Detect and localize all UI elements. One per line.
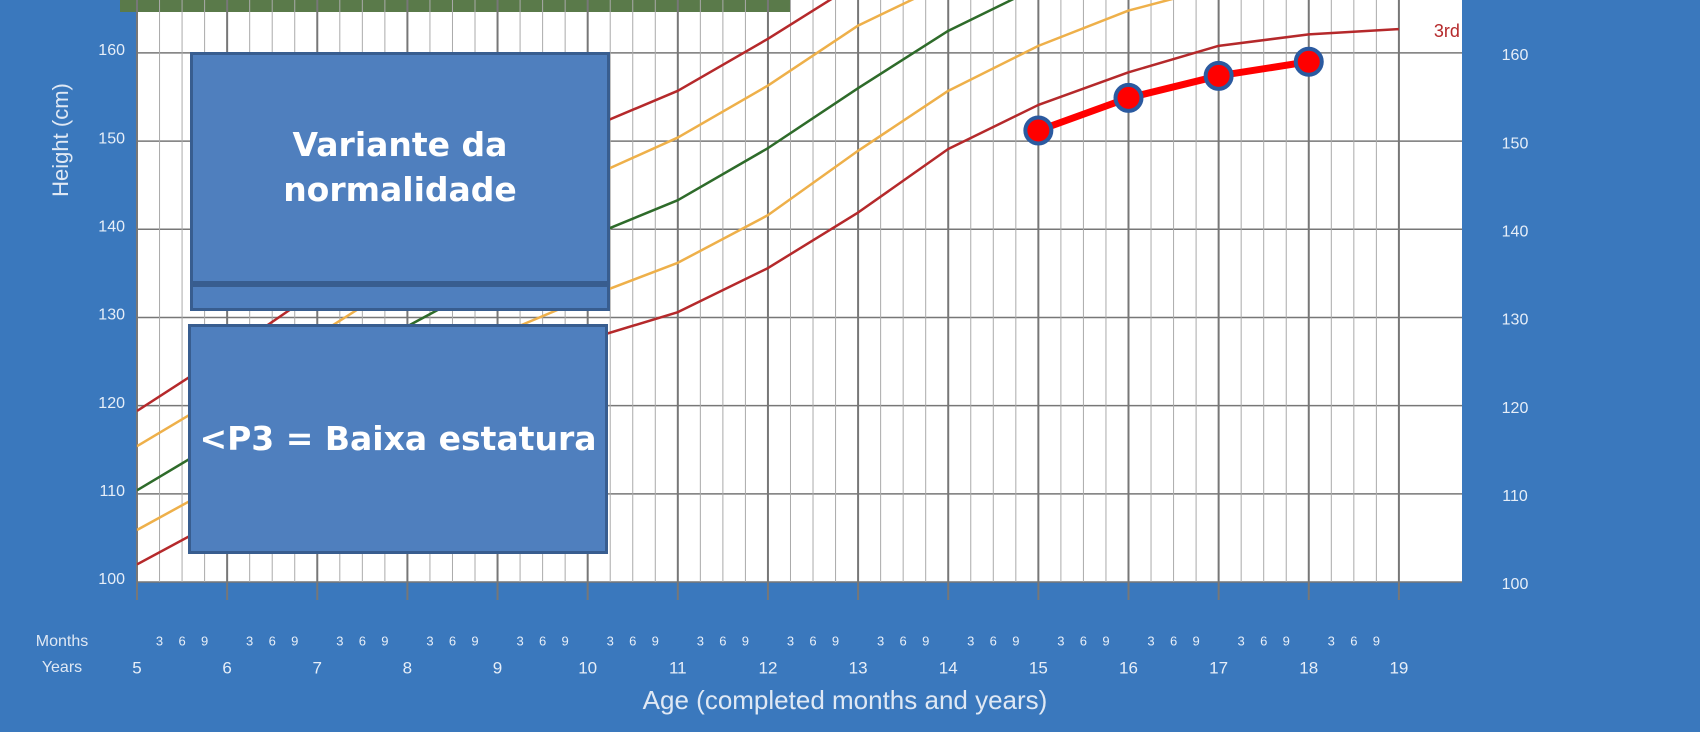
month-label: 6 <box>1080 633 1087 648</box>
years-row-label: Years <box>42 659 82 676</box>
month-label: 6 <box>449 633 456 648</box>
months-row-label: Months <box>36 633 88 650</box>
y-tick-label: 130 <box>98 307 125 324</box>
x-tick-label: 14 <box>939 658 958 677</box>
labels: 100 100 110 110 120 120 130 130 140 140 150 150 160 1… <box>98 21 1528 678</box>
month-label: 3 <box>607 633 614 648</box>
month-label: 9 <box>291 633 298 648</box>
x-tick-label: 12 <box>758 658 777 677</box>
month-label: 9 <box>471 633 478 648</box>
month-label: 9 <box>742 633 749 648</box>
y-axis-label: Height (cm) <box>48 83 73 197</box>
month-label: 9 <box>381 633 388 648</box>
data-point <box>1293 46 1324 77</box>
month-label: 6 <box>990 633 997 648</box>
x-tick-label: 8 <box>403 658 412 677</box>
x-tick-label: 13 <box>849 658 868 677</box>
month-label: 6 <box>1350 633 1357 648</box>
annotation-box: Variante da normalidade <box>190 52 610 284</box>
x-tick-label: 17 <box>1209 658 1228 677</box>
x-tick-label: 10 <box>578 658 597 677</box>
y-tick-label-right: 140 <box>1502 223 1529 240</box>
x-tick-label: 7 <box>313 658 322 677</box>
month-label: 3 <box>156 633 163 648</box>
x-tick-label: 6 <box>222 658 231 677</box>
y-tick-label-right: 130 <box>1502 312 1529 329</box>
month-label: 9 <box>562 633 569 648</box>
box-shadow <box>190 284 610 311</box>
data-point <box>1023 115 1054 146</box>
data-point <box>1203 60 1234 91</box>
x-tick-label: 18 <box>1299 658 1318 677</box>
y-tick-label-right: 100 <box>1502 576 1529 593</box>
y-tick-label: 110 <box>99 483 125 500</box>
month-label: 9 <box>1283 633 1290 648</box>
month-label: 9 <box>1012 633 1019 648</box>
month-label: 6 <box>629 633 636 648</box>
month-label: 6 <box>809 633 816 648</box>
annotation-box: <P3 = Baixa estatura <box>188 324 608 554</box>
x-tick-label: 9 <box>493 658 502 677</box>
y-tick-label: 150 <box>98 130 125 147</box>
y-tick-label-right: 150 <box>1502 135 1529 152</box>
month-label: 9 <box>201 633 208 648</box>
month-label: 6 <box>359 633 366 648</box>
month-label: 3 <box>246 633 253 648</box>
y-tick-label: 160 <box>98 42 125 59</box>
month-label: 3 <box>1057 633 1064 648</box>
y-tick-label: 120 <box>98 395 125 412</box>
month-label: 3 <box>1238 633 1245 648</box>
month-label: 3 <box>967 633 974 648</box>
x-tick-label: 11 <box>669 658 687 677</box>
y-tick-label: 140 <box>98 218 125 235</box>
x-tick-label: 5 <box>132 658 141 677</box>
month-label: 6 <box>900 633 907 648</box>
month-label: 3 <box>787 633 794 648</box>
y-tick-label: 100 <box>98 571 125 588</box>
series-label: 3rd <box>1434 21 1460 41</box>
data-point <box>1113 82 1144 113</box>
month-label: 3 <box>877 633 884 648</box>
y-tick-label-right: 160 <box>1502 47 1529 64</box>
month-label: 9 <box>652 633 659 648</box>
month-label: 6 <box>539 633 546 648</box>
x-tick-label: 15 <box>1029 658 1048 677</box>
month-label: 3 <box>426 633 433 648</box>
x-tick-label: 16 <box>1119 658 1138 677</box>
y-tick-label-right: 110 <box>1502 488 1528 505</box>
month-label: 3 <box>516 633 523 648</box>
month-label: 3 <box>697 633 704 648</box>
month-label: 6 <box>269 633 276 648</box>
month-label: 9 <box>1192 633 1199 648</box>
month-label: 9 <box>1373 633 1380 648</box>
month-label: 3 <box>1147 633 1154 648</box>
patient-line <box>1037 58 1310 134</box>
month-label: 6 <box>178 633 185 648</box>
month-label: 6 <box>1170 633 1177 648</box>
month-label: 9 <box>922 633 929 648</box>
x-tick-label: 19 <box>1389 658 1408 677</box>
month-label: 3 <box>1328 633 1335 648</box>
month-label: 6 <box>1260 633 1267 648</box>
month-label: 6 <box>719 633 726 648</box>
month-label: 9 <box>1102 633 1109 648</box>
month-label: 9 <box>832 633 839 648</box>
photo-strip <box>120 0 790 12</box>
month-label: 3 <box>336 633 343 648</box>
y-tick-label-right: 120 <box>1502 400 1529 417</box>
x-axis-label: Age (completed months and years) <box>643 685 1048 715</box>
